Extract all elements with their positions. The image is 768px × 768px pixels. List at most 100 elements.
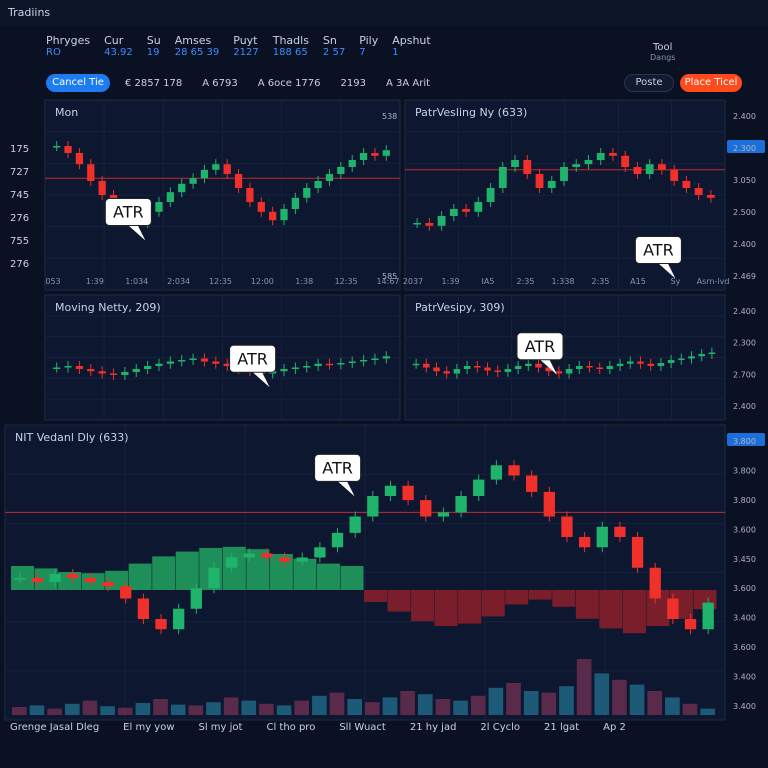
candle	[337, 167, 345, 174]
histogram-bar	[199, 548, 223, 590]
candle	[53, 146, 61, 148]
y-axis-label: 2.500	[733, 208, 756, 217]
candle	[64, 366, 72, 368]
menu-item[interactable]: Phryges RO	[46, 34, 90, 58]
callout-text: ATR	[113, 203, 144, 222]
panel-title: PatrVesling Ny (633)	[415, 106, 527, 119]
title-bar: Tradiins	[0, 0, 768, 26]
candle	[596, 153, 605, 160]
candle	[102, 582, 114, 587]
histogram-bar	[152, 556, 176, 590]
candle	[535, 363, 542, 368]
candle	[486, 188, 495, 202]
menu-item[interactable]: Amses 28 65 39	[175, 34, 220, 58]
footer-item[interactable]: Sl my jot	[198, 722, 243, 733]
menu-item[interactable]: Sn 2 57	[323, 34, 345, 58]
callout-text: ATR	[322, 458, 353, 477]
y-axis-label: 2.300	[733, 144, 756, 153]
volume-bar	[647, 691, 663, 715]
menu-value: 7	[359, 47, 366, 58]
toolbar-item: A 3A Arit	[385, 78, 431, 89]
place-button[interactable]: Place Ticel	[680, 74, 742, 92]
footer-item[interactable]: El my yow	[123, 722, 175, 733]
sidebar-label: 727	[10, 167, 30, 178]
tab[interactable]: Tradiins	[8, 6, 51, 19]
menu-label: Pily	[359, 34, 379, 47]
menu-item[interactable]: Apshut 1	[392, 34, 431, 58]
volume-bar	[347, 699, 362, 715]
x-axis-label: 14:67	[376, 277, 399, 286]
menu-value: 28 65 39	[174, 47, 220, 58]
histogram-bar	[316, 563, 340, 590]
y-axis-label: 3.400	[733, 702, 756, 711]
x-axis-label: 12:35	[209, 277, 232, 286]
candle	[606, 366, 614, 369]
candle	[132, 216, 140, 223]
candle	[208, 567, 220, 589]
candle	[423, 363, 430, 368]
menu-label: Su	[146, 34, 161, 47]
candle	[257, 202, 265, 212]
candle	[223, 363, 231, 366]
candle	[578, 537, 591, 548]
x-axis-label: A15	[630, 277, 646, 286]
candle	[474, 366, 481, 368]
menu-item[interactable]: Cur 43.92	[104, 34, 133, 58]
volume-bar	[241, 700, 257, 715]
candle	[53, 367, 61, 369]
candle	[31, 578, 44, 583]
candle	[75, 153, 84, 165]
candle	[120, 586, 132, 599]
candle	[474, 202, 483, 212]
footer-item[interactable]: Grenge Jasal Dleg	[10, 722, 100, 733]
candle	[614, 526, 626, 537]
histogram-bar	[528, 590, 552, 600]
footer-item[interactable]: 2l Cyclo	[480, 722, 521, 733]
menu-item[interactable]: Pily 7	[359, 34, 378, 58]
candle	[261, 553, 273, 558]
candle	[584, 160, 593, 165]
volume-bar	[400, 691, 415, 715]
candle	[586, 366, 593, 368]
footer-item[interactable]: Cl tho pro	[266, 722, 316, 733]
panel-title: PatrVesipy, 309)	[415, 301, 505, 314]
footer-item[interactable]: Ap 2	[603, 722, 626, 733]
candle	[359, 153, 368, 160]
candle	[98, 371, 106, 374]
candle	[382, 150, 390, 156]
toolbar: € 2857 178 A 6793 A 6oce 1776 2193 A 3A …	[125, 78, 430, 89]
menu-item[interactable]: Thadls 188 65	[273, 34, 309, 58]
histogram-bar	[128, 563, 152, 590]
candle	[560, 167, 568, 181]
footer-item[interactable]: Sll Wuact	[339, 722, 386, 733]
histogram-bar	[269, 554, 293, 590]
tool[interactable]: Tool Dangs	[650, 42, 675, 62]
footer-item[interactable]: 21 hy jad	[409, 722, 457, 733]
volume-bar	[135, 703, 151, 715]
candle	[143, 211, 152, 223]
candle	[325, 363, 334, 366]
post-button[interactable]: Poste	[624, 74, 674, 92]
volume-bar	[294, 700, 310, 715]
menu-item[interactable]: Su 19	[147, 34, 161, 58]
candle	[667, 360, 675, 363]
candle	[688, 356, 695, 359]
candle	[280, 209, 288, 221]
menu-label: Thadls	[272, 34, 309, 47]
histogram-bar	[105, 570, 129, 590]
candle	[75, 366, 84, 369]
cancel-button[interactable]: Cancel Tie	[46, 74, 110, 92]
callout-pointer	[539, 358, 557, 375]
footer-item[interactable]: 21 lgat	[544, 722, 580, 733]
volume-bar	[594, 673, 610, 715]
histogram-bar	[175, 551, 199, 590]
candle	[462, 209, 470, 212]
x-axis-label: 12:35	[335, 277, 358, 286]
candle	[490, 465, 503, 480]
menu-item[interactable]: Puyt 2127	[233, 34, 258, 58]
candle	[425, 223, 434, 226]
histogram-bar	[34, 568, 58, 590]
volume-bar	[629, 684, 645, 715]
callout	[314, 453, 362, 482]
candle	[200, 169, 209, 179]
